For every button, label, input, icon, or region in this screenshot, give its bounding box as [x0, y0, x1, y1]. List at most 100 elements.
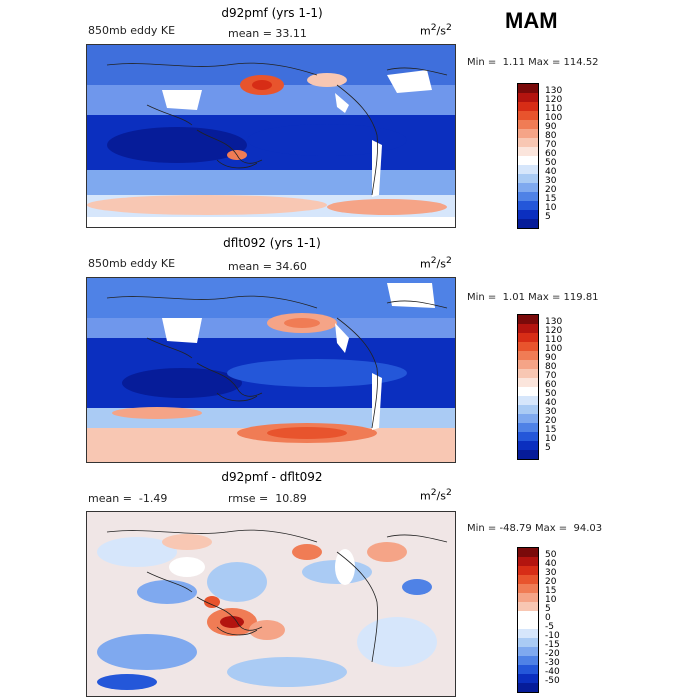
colorbar-swatch [518, 450, 538, 459]
colorbar-tick-label: -5 [545, 622, 554, 632]
panel-2-colorbar-ticks: 130 120 110 100 90 80 70 60 50 40 30 20 15 10 5 [545, 314, 575, 458]
panel-3-rmse: rmse = 10.89 [228, 492, 307, 505]
colorbar-swatch [518, 102, 538, 111]
colorbar-swatch [518, 315, 538, 324]
panel-1-minmax: Min = 1.11 Max = 114.52 [467, 57, 599, 68]
panel-3-mean-value: -1.49 [138, 492, 168, 505]
panel-1-map-svg [87, 45, 455, 227]
colorbar-tick-label: -15 [545, 640, 560, 650]
colorbar-swatch [518, 602, 538, 611]
panel-1-colorbar-ticks: 130 120 110 100 90 80 70 60 50 40 30 20 15 10 5 [545, 83, 575, 227]
colorbar-swatch [518, 575, 538, 584]
colorbar-swatch [518, 201, 538, 210]
panel-2-mean-label: mean = [228, 260, 272, 273]
colorbar-tick-label: 80 [545, 131, 557, 141]
colorbar-swatch [518, 414, 538, 423]
colorbar-tick-label: 30 [545, 176, 557, 186]
colorbar-tick-label: -30 [545, 658, 560, 668]
colorbar-tick-label: 100 [545, 344, 563, 354]
panel-2-field-label: 850mb eddy KE [88, 257, 176, 270]
panel-1-units: m2/s2 [420, 22, 452, 38]
colorbar-tick-label: 40 [545, 559, 557, 569]
colorbar-tick-label: 90 [545, 122, 557, 132]
colorbar-tick-label: 15 [545, 425, 557, 435]
colorbar-tick-label: 10 [545, 595, 557, 605]
colorbar-swatch [518, 360, 538, 369]
colorbar-swatch [518, 183, 538, 192]
colorbar-swatch [518, 674, 538, 683]
colorbar-swatch [518, 174, 538, 183]
colorbar-tick-label: 0 [545, 613, 551, 623]
colorbar-tick-label: 5 [545, 212, 551, 222]
panel-1-mean-label: mean = [228, 27, 272, 40]
panel-3-units: m2/s2 [420, 487, 452, 503]
colorbar-swatch [518, 147, 538, 156]
colorbar-swatch [518, 165, 538, 174]
colorbar-tick-label: 50 [545, 550, 557, 560]
colorbar-swatch [518, 566, 538, 575]
panel-1-title: d92pmf (yrs 1-1) [221, 6, 323, 20]
panel-1-field-label: 850mb eddy KE [88, 24, 176, 37]
panel-3-mean: mean = -1.49 [88, 492, 167, 505]
panel-3-rmse-label: rmse = [228, 492, 269, 505]
colorbar-swatch [518, 210, 538, 219]
colorbar-tick-label: 100 [545, 113, 563, 123]
colorbar-swatch [518, 84, 538, 93]
colorbar-swatch [518, 387, 538, 396]
colorbar-tick-label: 20 [545, 577, 557, 587]
panel-3-title: d92pmf - dflt092 [221, 470, 323, 484]
colorbar-tick-label: 80 [545, 362, 557, 372]
colorbar-tick-label: -20 [545, 649, 560, 659]
colorbar-swatch [518, 647, 538, 656]
panel-3-colorbar [517, 547, 539, 693]
colorbar-tick-label: 120 [545, 95, 563, 105]
colorbar-tick-label: 5 [545, 443, 551, 453]
colorbar-swatch [518, 333, 538, 342]
colorbar-tick-label: 15 [545, 194, 557, 204]
panel-3-colorbar-ticks: 50 40 30 20 15 10 5 0 -5 -10 -15 -20 -30 -40 -50 [545, 547, 575, 691]
colorbar-tick-label: 30 [545, 407, 557, 417]
panel-2-title: dflt092 (yrs 1-1) [223, 236, 321, 250]
colorbar-tick-label: 20 [545, 416, 557, 426]
panel-3-minmax: Min = -48.79 Max = 94.03 [467, 523, 603, 534]
colorbar-swatch [518, 93, 538, 102]
panel-2-map-svg [87, 278, 455, 462]
colorbar-tick-label: 90 [545, 353, 557, 363]
panel-1-colorbar [517, 83, 539, 229]
panel-2-mean-value: 34.60 [275, 260, 307, 273]
colorbar-swatch [518, 351, 538, 360]
colorbar-swatch [518, 156, 538, 165]
colorbar-tick-label: -10 [545, 631, 560, 641]
colorbar-tick-label: -50 [545, 676, 560, 686]
colorbar-tick-label: -40 [545, 667, 560, 677]
colorbar-swatch [518, 638, 538, 647]
colorbar-swatch [518, 593, 538, 602]
colorbar-swatch [518, 120, 538, 129]
colorbar-swatch [518, 683, 538, 692]
panel-1-mean-value: 33.11 [275, 27, 307, 40]
colorbar-tick-label: 5 [545, 604, 551, 614]
colorbar-swatch [518, 629, 538, 638]
colorbar-swatch [518, 138, 538, 147]
panel-3-mean-label: mean = [88, 492, 132, 505]
panel-3-rmse-value: 10.89 [275, 492, 307, 505]
colorbar-swatch [518, 557, 538, 566]
colorbar-swatch [518, 192, 538, 201]
colorbar-tick-label: 15 [545, 586, 557, 596]
colorbar-tick-label: 10 [545, 434, 557, 444]
colorbar-tick-label: 130 [545, 317, 563, 327]
colorbar-tick-label: 40 [545, 167, 557, 177]
panel-2-mean: mean = 34.60 [228, 260, 307, 273]
colorbar-tick-label: 70 [545, 371, 557, 381]
season-label: MAM [505, 8, 558, 33]
colorbar-swatch [518, 111, 538, 120]
colorbar-tick-label: 120 [545, 326, 563, 336]
colorbar-tick-label: 110 [545, 335, 563, 345]
colorbar-swatch [518, 396, 538, 405]
colorbar-tick-label: 60 [545, 380, 557, 390]
panel-2-units: m2/s2 [420, 255, 452, 271]
colorbar-swatch [518, 405, 538, 414]
colorbar-swatch [518, 584, 538, 593]
colorbar-swatch [518, 432, 538, 441]
colorbar-swatch [518, 324, 538, 333]
